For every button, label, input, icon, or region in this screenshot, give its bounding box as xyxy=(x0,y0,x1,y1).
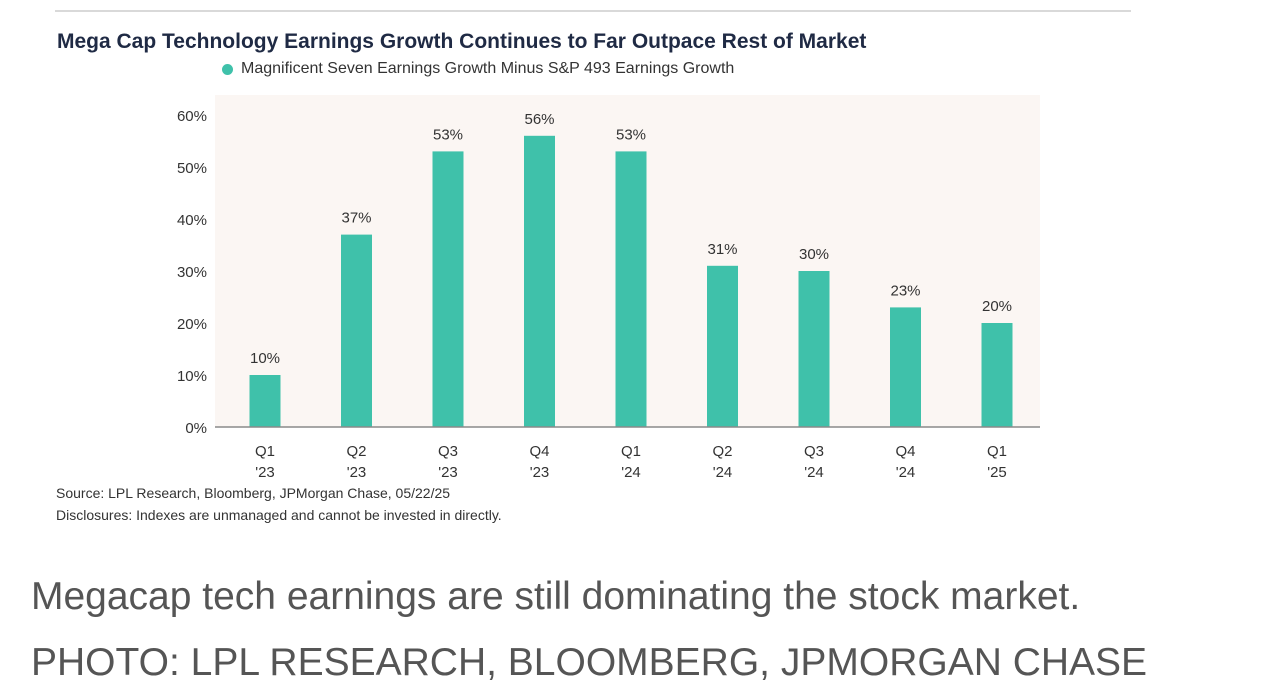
bar xyxy=(341,234,372,427)
x-tick-label-quarter: Q4 xyxy=(895,443,915,460)
bar xyxy=(981,323,1013,427)
x-tick-label-year: '24 xyxy=(713,464,733,481)
bar xyxy=(890,307,921,427)
x-tick-label-quarter: Q2 xyxy=(712,443,732,460)
y-tick-label: 20% xyxy=(177,316,207,333)
data-label: 37% xyxy=(341,210,371,227)
data-label: 30% xyxy=(799,246,829,263)
legend-label: Magnificent Seven Earnings Growth Minus … xyxy=(241,60,735,77)
bar xyxy=(615,151,647,427)
y-tick-label: 40% xyxy=(177,212,207,229)
photo-credit: PHOTO: LPL RESEARCH, BLOOMBERG, JPMORGAN… xyxy=(31,641,1148,684)
x-tick-label-year: '23 xyxy=(530,464,550,481)
data-label: 10% xyxy=(250,350,280,367)
x-tick-label-year: '24 xyxy=(896,464,916,481)
legend: Magnificent Seven Earnings Growth Minus … xyxy=(222,60,734,78)
bar xyxy=(524,135,555,428)
top-divider xyxy=(55,10,1131,12)
disclosures-note: Disclosures: Indexes are unmanaged and c… xyxy=(56,507,502,523)
x-tick-label-year: '24 xyxy=(621,464,641,481)
chart-figure: Mega Cap Technology Earnings Growth Cont… xyxy=(55,10,1131,523)
bar-chart: 0% 10% 20% 30% 40% 50% 60% 10% Q1 '23 37% Q2 '23 53% Q… xyxy=(177,95,1040,481)
x-tick-label-quarter: Q1 xyxy=(987,443,1007,460)
x-tick-label-year: '25 xyxy=(987,464,1007,481)
y-tick-label: 50% xyxy=(177,160,207,177)
x-tick-label-quarter: Q4 xyxy=(529,443,549,460)
x-tick-label-year: '23 xyxy=(347,464,367,481)
data-label: 20% xyxy=(982,298,1012,315)
bar xyxy=(249,375,281,427)
x-tick-label-year: '24 xyxy=(804,464,824,481)
legend-swatch xyxy=(222,63,233,75)
source-note: Source: LPL Research, Bloomberg, JPMorga… xyxy=(56,485,451,501)
data-label: 31% xyxy=(707,241,737,258)
bar xyxy=(432,151,464,427)
y-tick-label: 60% xyxy=(177,108,207,125)
chart-title: Mega Cap Technology Earnings Growth Cont… xyxy=(57,30,867,53)
x-tick-label-quarter: Q3 xyxy=(438,443,458,460)
x-tick-label-year: '23 xyxy=(255,464,275,481)
x-tick-label-quarter: Q2 xyxy=(346,443,366,460)
y-tick-label: 0% xyxy=(185,420,207,437)
data-label: 53% xyxy=(616,126,646,143)
data-label: 53% xyxy=(433,126,463,143)
bar xyxy=(707,265,738,427)
photo-caption: Megacap tech earnings are still dominati… xyxy=(31,575,1081,618)
x-tick-label-quarter: Q3 xyxy=(804,443,824,460)
data-label: 23% xyxy=(890,282,920,299)
bar xyxy=(798,271,830,427)
data-label: 56% xyxy=(524,111,554,128)
x-tick-label-quarter: Q1 xyxy=(621,443,641,460)
y-tick-label: 10% xyxy=(177,368,207,385)
x-tick-label-quarter: Q1 xyxy=(255,443,275,460)
y-tick-label: 30% xyxy=(177,264,207,281)
x-tick-label-year: '23 xyxy=(438,464,458,481)
